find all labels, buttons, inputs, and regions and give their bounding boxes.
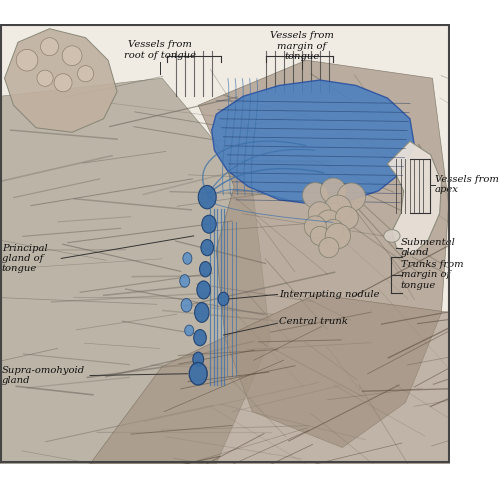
Text: Vessels from
margin of
tongue: Vessels from margin of tongue xyxy=(270,31,334,61)
Circle shape xyxy=(337,183,366,211)
Circle shape xyxy=(320,178,346,203)
Circle shape xyxy=(78,65,94,82)
Polygon shape xyxy=(388,142,442,254)
Polygon shape xyxy=(212,80,414,204)
Ellipse shape xyxy=(198,185,216,209)
Circle shape xyxy=(37,70,53,86)
Ellipse shape xyxy=(197,281,210,299)
Text: Vessels from
root of tongue: Vessels from root of tongue xyxy=(124,41,196,60)
Polygon shape xyxy=(90,294,451,464)
Text: Principal
gland of
tongue: Principal gland of tongue xyxy=(2,244,48,273)
Circle shape xyxy=(310,226,330,245)
Ellipse shape xyxy=(384,229,400,242)
Ellipse shape xyxy=(180,275,190,287)
Circle shape xyxy=(62,46,82,65)
Ellipse shape xyxy=(181,299,192,312)
Text: Vessels from
apex: Vessels from apex xyxy=(435,175,499,194)
Circle shape xyxy=(316,210,341,235)
Circle shape xyxy=(304,216,326,238)
Circle shape xyxy=(54,74,72,92)
Circle shape xyxy=(16,49,38,71)
Circle shape xyxy=(325,224,350,248)
Ellipse shape xyxy=(200,262,211,277)
Ellipse shape xyxy=(183,253,192,264)
Circle shape xyxy=(324,195,351,223)
Circle shape xyxy=(40,38,58,56)
Text: Interrupting nodule: Interrupting nodule xyxy=(280,290,380,299)
Ellipse shape xyxy=(189,363,207,385)
Ellipse shape xyxy=(193,352,203,366)
Text: Central trunk: Central trunk xyxy=(280,317,348,326)
Circle shape xyxy=(302,183,328,208)
Ellipse shape xyxy=(218,292,229,305)
Ellipse shape xyxy=(184,325,194,336)
Ellipse shape xyxy=(194,303,209,323)
Circle shape xyxy=(323,220,344,240)
Ellipse shape xyxy=(202,215,216,233)
Text: Trunks from
margin of
tongue: Trunks from margin of tongue xyxy=(401,260,464,289)
Text: Submental
gland: Submental gland xyxy=(401,238,456,257)
Polygon shape xyxy=(0,78,270,464)
Circle shape xyxy=(308,202,332,225)
Text: Supra-omohyoid
gland: Supra-omohyoid gland xyxy=(2,366,85,385)
Circle shape xyxy=(336,206,358,229)
Circle shape xyxy=(319,238,339,258)
Polygon shape xyxy=(198,60,448,447)
Ellipse shape xyxy=(194,329,206,346)
Polygon shape xyxy=(4,29,117,132)
Ellipse shape xyxy=(201,240,213,256)
